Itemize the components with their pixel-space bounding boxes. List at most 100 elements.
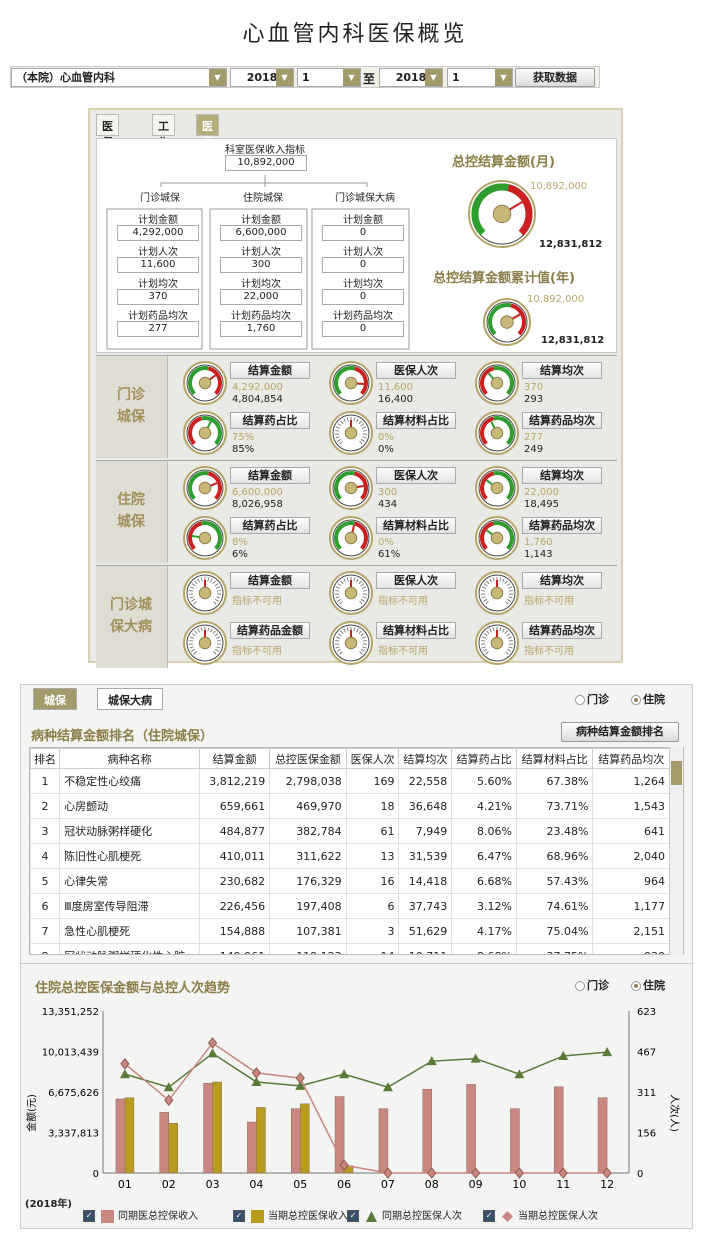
gauge-button[interactable]: 结算药占比 [230,412,310,429]
radio-inpatient[interactable]: 住院 [631,691,665,707]
gauge-button[interactable]: 结算药品均次 [522,622,602,639]
bar[interactable] [291,1109,300,1173]
gauge-button[interactable]: 医保人次 [376,572,456,589]
start-year-select[interactable]: 2018▼ [230,68,294,87]
column-header[interactable]: 总控医保金额 [270,749,347,769]
tab-amount[interactable]: 医保金额 [96,114,119,136]
gauge-button[interactable]: 结算药品金额 [230,622,310,639]
column-header[interactable]: 结算材料占比 [516,749,593,769]
point[interactable] [121,1059,129,1069]
radio-outpatient[interactable]: 门诊 [575,691,609,707]
checkbox-icon[interactable]: ✓ [347,1210,359,1222]
gauge-button[interactable]: 结算材料占比 [376,622,456,639]
checkbox-icon[interactable]: ✓ [83,1210,95,1222]
column-header[interactable]: 结算金额 [200,749,270,769]
tab-city-insurance[interactable]: 城保 [33,688,77,710]
bar[interactable] [467,1084,476,1173]
gauge-button[interactable]: 结算金额 [230,467,310,484]
legend-item[interactable]: ✓ 同期医总控保收入 [83,1207,198,1223]
gauge-target: 370 [524,382,543,393]
gauge-button[interactable]: 结算金额 [230,572,310,589]
legend-item[interactable]: ✓同期总控医保人次 [347,1207,462,1223]
bar[interactable] [510,1109,519,1173]
bar[interactable] [256,1107,265,1173]
gauge-button[interactable]: 结算药占比 [230,517,310,534]
bar[interactable] [300,1104,309,1173]
gauge-icon [474,515,520,561]
point[interactable] [339,1069,349,1078]
table-row[interactable]: 8冠状动脉粥样硬化性心脏149,961119,1231410,7118.68%3… [31,944,670,956]
column-header[interactable]: 排名 [31,749,60,769]
column-header[interactable]: 结算药品均次 [593,749,670,769]
chevron-down-icon[interactable]: ▼ [495,69,512,86]
chevron-down-icon[interactable]: ▼ [343,69,360,86]
radio-icon[interactable] [575,981,585,991]
column-header[interactable]: 病种名称 [60,749,200,769]
point[interactable] [296,1073,304,1083]
bar[interactable] [204,1083,213,1173]
gauge-button[interactable]: 结算材料占比 [376,412,456,429]
tab-indicator[interactable]: 医保指标 [196,114,219,136]
chevron-down-icon[interactable]: ▼ [425,69,442,86]
bar[interactable] [160,1112,169,1173]
bar[interactable] [125,1098,134,1173]
bar[interactable] [554,1087,563,1173]
point[interactable] [120,1069,130,1078]
gauge-button[interactable]: 结算金额 [230,362,310,379]
gauge-button[interactable]: 医保人次 [376,362,456,379]
column-header[interactable]: 医保人次 [346,749,399,769]
checkbox-icon[interactable]: ✓ [483,1210,495,1222]
table-cell: 73.71% [516,794,593,819]
radio-icon[interactable] [575,695,585,705]
trend-radio-inpatient[interactable]: 住院 [631,977,665,993]
fetch-data-button[interactable]: 获取数据 [515,68,595,87]
gauge-button[interactable]: 结算药品均次 [522,412,602,429]
checkbox-icon[interactable]: ✓ [233,1210,245,1222]
gauge-button[interactable]: 结算均次 [522,572,602,589]
bar[interactable] [169,1123,178,1173]
gauge-button[interactable]: 结算均次 [522,362,602,379]
chevron-down-icon[interactable]: ▼ [276,69,293,86]
gauge-button[interactable]: 结算材料占比 [376,517,456,534]
bar[interactable] [213,1082,222,1173]
tab-workload[interactable]: 工作量 [152,114,175,136]
rank-button[interactable]: 病种结算金额排名 [561,722,679,742]
trend-radio-outpatient[interactable]: 门诊 [575,977,609,993]
bar[interactable] [379,1109,388,1173]
column-header[interactable]: 结算药占比 [452,749,517,769]
point[interactable] [252,1068,260,1078]
legend-item[interactable]: ✓当期总控医保收入 [233,1207,348,1223]
legend-label: 同期医总控保收入 [118,1211,198,1222]
point[interactable] [602,1047,612,1056]
table-scrollbar[interactable] [669,747,683,955]
bar[interactable] [598,1098,607,1173]
radio-selected-icon[interactable] [631,981,641,991]
legend-item[interactable]: ✓当期总控医保人次 [483,1207,598,1223]
table-cell: 不稳定性心绞痛 [60,769,200,794]
bar[interactable] [247,1122,256,1173]
end-year-select[interactable]: 2018▼ [379,68,443,87]
table-cell: 169 [346,769,399,794]
end-month-select[interactable]: 1▼ [447,68,513,87]
tab-city-insurance-major[interactable]: 城保大病 [97,688,163,710]
gauge-button[interactable]: 医保人次 [376,467,456,484]
start-month-select[interactable]: 1▼ [297,68,361,87]
chevron-down-icon[interactable]: ▼ [209,69,226,86]
scroll-thumb[interactable] [671,761,682,785]
column-header[interactable]: 结算均次 [399,749,452,769]
gauge-button[interactable]: 结算均次 [522,467,602,484]
bar[interactable] [423,1089,432,1173]
dept-select[interactable]: （本院）心血管内科▼ [11,68,227,87]
table-cell: 16 [346,869,399,894]
gauge-button[interactable]: 结算药品均次 [522,517,602,534]
radio-selected-icon[interactable] [631,695,641,705]
bar[interactable] [116,1099,125,1173]
point[interactable] [208,1048,218,1057]
